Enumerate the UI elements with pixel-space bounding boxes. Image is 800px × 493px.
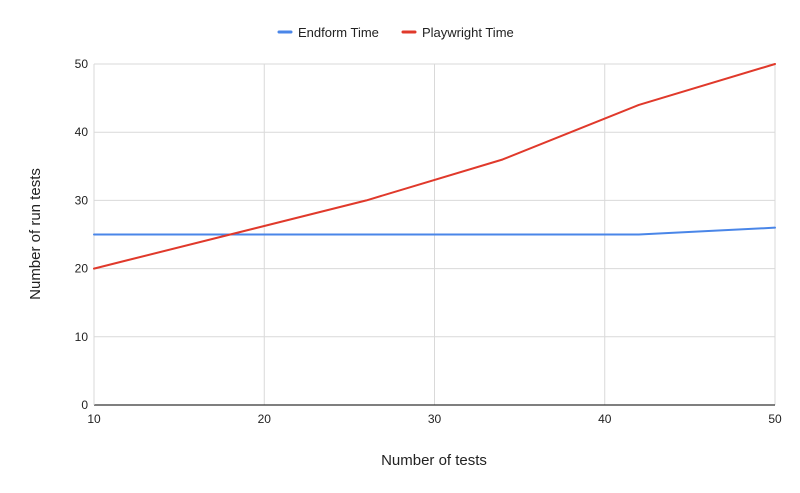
series-line-playwright-time[interactable] <box>93 63 776 270</box>
y-tick-label: 50 <box>75 57 89 71</box>
y-tick-label: 20 <box>75 262 89 276</box>
x-tick-label: 20 <box>258 412 272 426</box>
x-tick-label: 40 <box>598 412 612 426</box>
series-lines <box>93 63 776 270</box>
legend-label-playwright: Playwright Time <box>422 25 514 40</box>
x-tick-label: 10 <box>87 412 101 426</box>
y-tick-label: 40 <box>75 125 89 139</box>
legend-item-playwright[interactable]: Playwright Time <box>401 25 514 40</box>
x-axis-title: Number of tests <box>381 452 487 469</box>
legend-item-endform[interactable]: Endform Time <box>277 25 379 40</box>
y-axis-title: Number of run tests <box>27 168 44 300</box>
x-tick-label: 30 <box>428 412 442 426</box>
y-tick-label: 30 <box>75 193 89 207</box>
series-line-endform-time[interactable] <box>93 226 776 236</box>
legend-label-endform: Endform Time <box>298 25 379 40</box>
legend: Endform Time Playwright Time <box>277 25 514 40</box>
x-tick-label: 50 <box>768 412 782 426</box>
y-tick-label: 10 <box>75 330 89 344</box>
y-tick-label: 0 <box>81 398 88 412</box>
